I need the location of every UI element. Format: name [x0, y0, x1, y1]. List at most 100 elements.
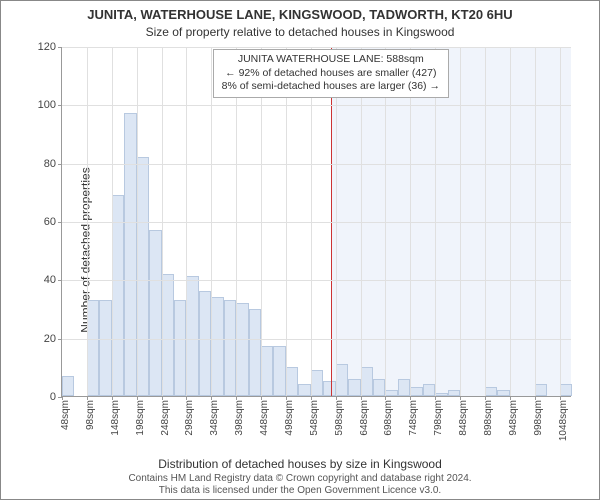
- x-tick-label: 848sqm: [458, 400, 469, 436]
- annotation-line1: JUNITA WATERHOUSE LANE: 588sqm: [222, 53, 440, 67]
- x-tick-label: 548sqm: [309, 400, 320, 436]
- y-tick-label: 80: [44, 158, 56, 170]
- gridline-v: [435, 47, 436, 396]
- histogram-bar: [124, 113, 136, 396]
- histogram-bar: [273, 346, 285, 396]
- gridline-v: [236, 47, 237, 396]
- x-tick-label: 298sqm: [184, 400, 195, 436]
- gridline-v: [535, 47, 536, 396]
- gridline-h: [62, 339, 571, 340]
- histogram-bar: [199, 291, 211, 396]
- histogram-bar: [99, 300, 111, 396]
- histogram-bar: [410, 387, 422, 396]
- histogram-bar: [137, 157, 149, 396]
- x-tick-label: 198sqm: [135, 400, 146, 436]
- histogram-bar: [398, 379, 410, 397]
- x-tick-label: 498sqm: [284, 400, 295, 436]
- y-tick-mark: [58, 164, 62, 165]
- x-tick-label: 148sqm: [110, 400, 121, 436]
- histogram-bar: [186, 276, 198, 396]
- gridline-h: [62, 280, 571, 281]
- histogram-bar: [311, 370, 323, 396]
- gridline-h: [62, 47, 571, 48]
- attribution-line1: Contains HM Land Registry data © Crown c…: [1, 473, 599, 485]
- annotation-box: JUNITA WATERHOUSE LANE: 588sqm ← 92% of …: [213, 49, 449, 98]
- gridline-v: [385, 47, 386, 396]
- histogram-bar: [348, 379, 360, 397]
- x-tick-label: 398sqm: [234, 400, 245, 436]
- plot-inner: JUNITA WATERHOUSE LANE: 588sqm ← 92% of …: [61, 47, 571, 397]
- x-tick-label: 948sqm: [508, 400, 519, 436]
- y-tick-label: 20: [44, 333, 56, 345]
- histogram-bar: [497, 390, 509, 396]
- x-tick-label: 898sqm: [483, 400, 494, 436]
- histogram-bar: [224, 300, 236, 396]
- y-tick-mark: [58, 222, 62, 223]
- gridline-v: [137, 47, 138, 396]
- x-tick-label: 448sqm: [259, 400, 270, 436]
- gridline-h: [62, 164, 571, 165]
- y-tick-label: 100: [38, 99, 56, 111]
- plot-area: JUNITA WATERHOUSE LANE: 588sqm ← 92% of …: [61, 47, 571, 397]
- x-tick-label: 598sqm: [334, 400, 345, 436]
- gridline-v: [361, 47, 362, 396]
- histogram-bar: [174, 300, 186, 396]
- histogram-bar: [298, 384, 310, 396]
- chart-container: JUNITA, WATERHOUSE LANE, KINGSWOOD, TADW…: [0, 0, 600, 500]
- gridline-v: [510, 47, 511, 396]
- gridline-v: [112, 47, 113, 396]
- chart-title: JUNITA, WATERHOUSE LANE, KINGSWOOD, TADW…: [1, 7, 599, 22]
- x-tick-label: 748sqm: [408, 400, 419, 436]
- x-tick-label: 348sqm: [209, 400, 220, 436]
- gridline-v: [311, 47, 312, 396]
- histogram-bar: [423, 384, 435, 396]
- histogram-bar: [162, 274, 174, 397]
- y-tick-label: 60: [44, 216, 56, 228]
- gridline-h: [62, 222, 571, 223]
- y-tick-label: 120: [38, 41, 56, 53]
- gridline-v: [410, 47, 411, 396]
- attribution-line2: This data is licensed under the Open Gov…: [1, 485, 599, 497]
- histogram-bar: [336, 364, 348, 396]
- x-tick-label: 648sqm: [359, 400, 370, 436]
- gridline-v: [261, 47, 262, 396]
- histogram-bar: [87, 300, 99, 396]
- histogram-bar: [286, 367, 298, 396]
- annotation-line3: 8% of semi-detached houses are larger (3…: [222, 80, 440, 94]
- histogram-bar: [535, 384, 547, 396]
- histogram-bar: [373, 379, 385, 397]
- x-tick-label: 248sqm: [160, 400, 171, 436]
- y-tick-mark: [58, 280, 62, 281]
- gridline-h: [62, 105, 571, 106]
- gridline-v: [186, 47, 187, 396]
- histogram-bar: [62, 376, 74, 396]
- y-tick-label: 0: [50, 391, 56, 403]
- histogram-bar: [236, 303, 248, 396]
- histogram-bar: [261, 346, 273, 396]
- y-tick-mark: [58, 339, 62, 340]
- histogram-bar: [361, 367, 373, 396]
- y-tick-mark: [58, 105, 62, 106]
- gridline-v: [211, 47, 212, 396]
- histogram-bar: [385, 390, 397, 396]
- gridline-v: [87, 47, 88, 396]
- x-axis-label: Distribution of detached houses by size …: [1, 457, 599, 471]
- histogram-bar: [112, 195, 124, 396]
- histogram-bar: [560, 384, 572, 396]
- histogram-bar: [149, 230, 161, 396]
- annotation-line2: ← 92% of detached houses are smaller (42…: [222, 67, 440, 81]
- x-tick-label: 698sqm: [383, 400, 394, 436]
- histogram-bar: [323, 381, 335, 396]
- gridline-v: [560, 47, 561, 396]
- y-tick-mark: [58, 47, 62, 48]
- gridline-v: [286, 47, 287, 396]
- x-tick-label: 48sqm: [60, 400, 71, 430]
- x-tick-label: 798sqm: [433, 400, 444, 436]
- histogram-bar: [249, 309, 261, 397]
- chart-subtitle: Size of property relative to detached ho…: [1, 25, 599, 39]
- gridline-v: [485, 47, 486, 396]
- gridline-v: [460, 47, 461, 396]
- y-tick-label: 40: [44, 274, 56, 286]
- x-tick-label: 98sqm: [85, 400, 96, 430]
- gridline-v: [162, 47, 163, 396]
